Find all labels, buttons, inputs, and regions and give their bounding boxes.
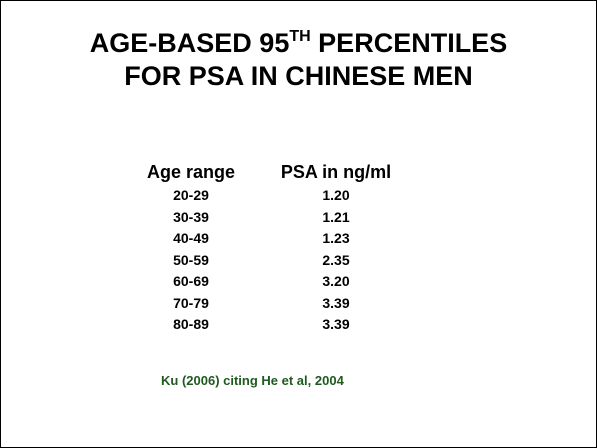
header-psa: PSA in ng/ml [280,162,392,182]
cell-age: 40-49 [173,230,209,246]
cell-psa: 1.21 [322,208,350,225]
cell-psa: 1.20 [322,187,350,203]
cell-age: 50-59 [173,251,209,268]
table-header-row: Age range PSA in ng/ml [131,159,421,185]
header-age-range: Age range [146,162,236,182]
source-citation: Ku (2006) citing He et al, 2004 [161,373,344,388]
table-row: 80-89 3.39 [131,314,421,336]
title-line-1: AGE-BASED 95TH PERCENTILES [1,27,596,60]
cell-psa: 1.23 [322,230,350,246]
cell-psa: 2.35 [322,251,350,268]
table-row: 60-69 3.20 [131,271,421,293]
table-row: 20-29 1.20 [131,185,421,207]
table-row: 50-59 2.35 [131,250,421,272]
cell-age: 30-39 [173,208,209,225]
table-row: 40-49 1.23 [131,228,421,250]
table-row: 30-39 1.21 [131,207,421,229]
title-line-1-prefix: AGE-BASED 95 [89,28,290,58]
cell-psa: 3.39 [322,316,350,332]
cell-psa: 3.20 [322,273,350,289]
cell-age: 20-29 [173,187,209,203]
table-row: 70-79 3.39 [131,293,421,315]
title-superscript: TH [289,28,311,45]
cell-age: 60-69 [173,273,209,289]
cell-psa: 3.39 [322,294,350,311]
title-line-2: FOR PSA IN CHINESE MEN [124,61,473,91]
title-line-1-suffix: PERCENTILES [310,28,508,58]
slide-title: AGE-BASED 95TH PERCENTILES FOR PSA IN CH… [1,27,596,93]
cell-age: 80-89 [173,316,209,332]
cell-age: 70-79 [173,294,209,311]
psa-table: Age range PSA in ng/ml 20-29 1.20 30-39 … [131,159,421,336]
